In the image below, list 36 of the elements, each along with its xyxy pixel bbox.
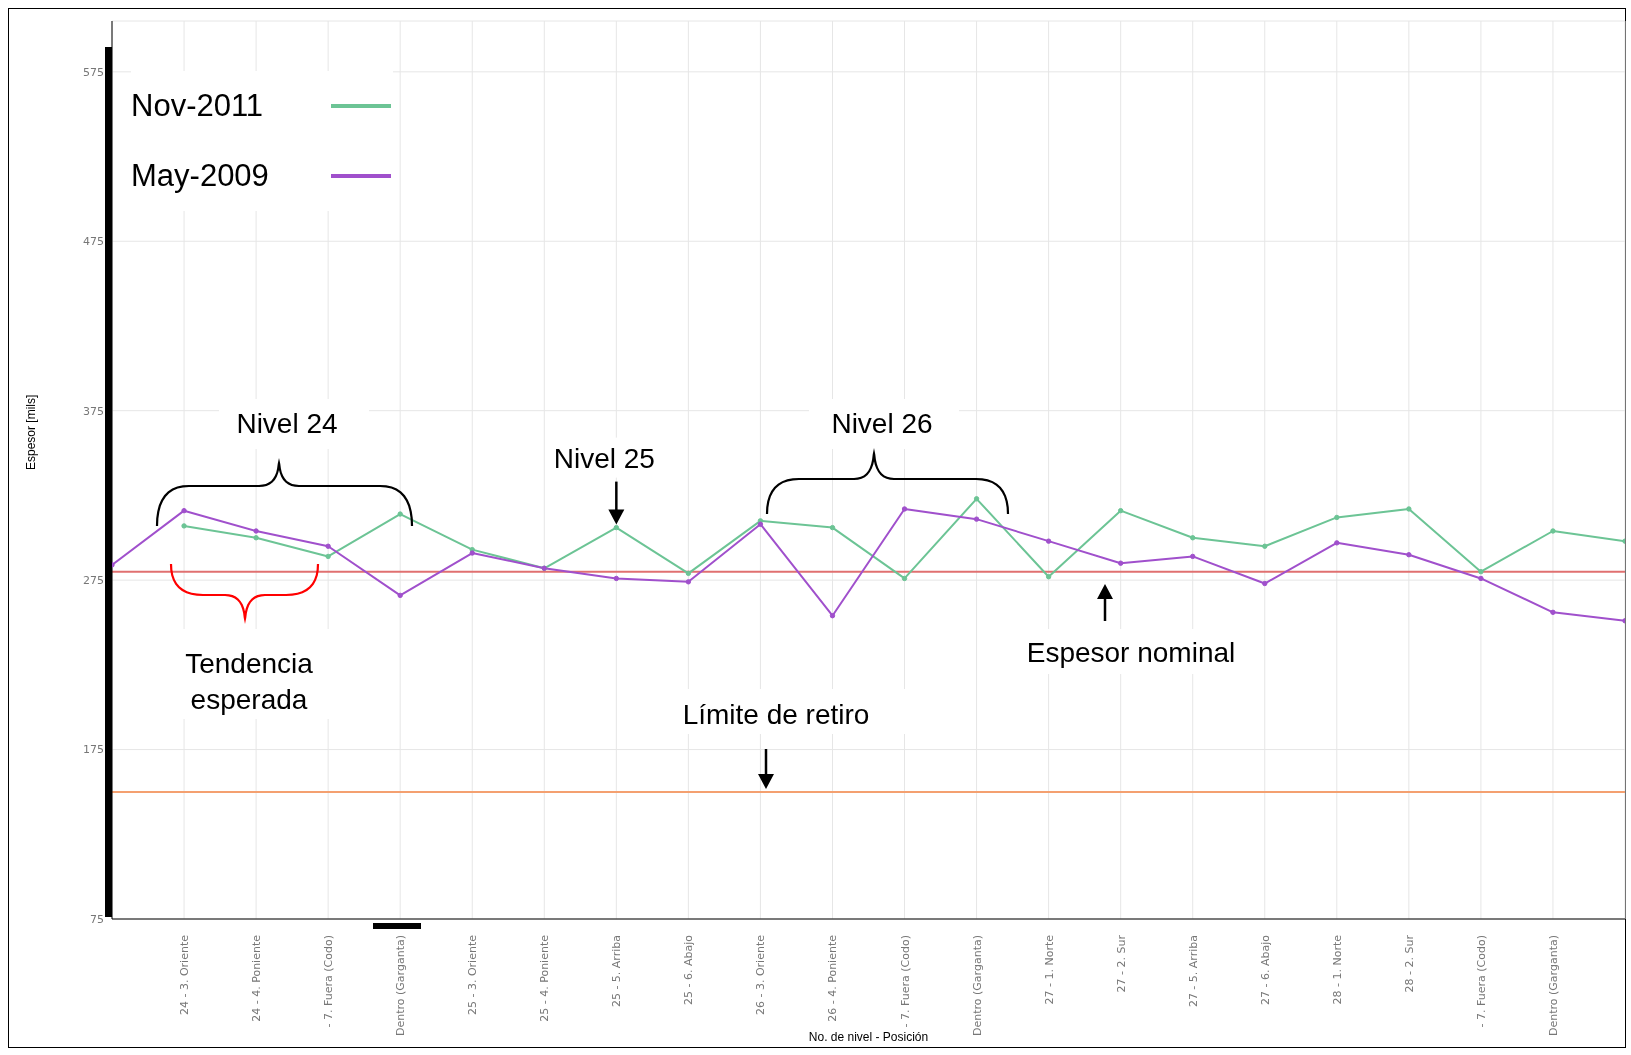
y-tick-label: 75 [90,912,104,926]
x-tick-label: 25 - 4. Poniente [538,934,552,1022]
y-tick-label: 375 [83,404,104,418]
x-tick-label: 27 - 2. Sur [1114,934,1128,993]
x-tick-label: Dentro (Garganta) [1546,935,1560,1036]
y-tick-label: 475 [83,235,104,249]
x-tick-label: 26 - 3. Oriente [754,934,768,1016]
x-tick-label: - 7. Fuera (Codo) [322,935,336,1028]
x-tick-label: 27 - 6. Abajo [1258,934,1272,1005]
annotation: Tendencia esperada [185,648,314,715]
y-tick-label: 175 [83,743,104,757]
legend-label: Nov-2011 [131,88,265,124]
x-tick-label: Dentro (Garganta) [394,935,408,1036]
ref-line-label: Límite de retiro [682,699,870,730]
x-tick-label: 25 - 6. Abajo [682,934,696,1005]
x-axis-title: No. de nivel - Posición [808,1030,929,1044]
annotation: Nivel 26 [831,408,933,439]
x-tick-label: - 7. Fuera (Codo) [1474,935,1488,1028]
x-tick-label: 25 - 5. Arriba [610,935,624,1008]
y-tick-label: 275 [83,574,104,588]
x-tick-label: 28 - 1. Norte [1330,934,1344,1005]
x-tick-label: 27 - 1. Norte [1042,934,1056,1005]
annotation: Nivel 25 [553,442,655,474]
y-axis-title: Espesor [mils] [24,394,39,470]
ref-line-label: Espesor nominal [1026,637,1236,668]
x-tick-label: 28 - 2. Sur [1402,934,1416,993]
x-tick-label: 24 - 3. Oriente [178,934,192,1016]
x-tick-label: 24 - 4. Poniente [250,934,264,1022]
y-tick-label: 575 [83,65,104,79]
x-tick-label: 26 - 4. Poniente [826,934,840,1022]
x-tick-label: - 7. Fuera (Codo) [898,935,912,1028]
x-tick-label: Dentro (Garganta) [970,935,984,1036]
legend-label: May-2009 [131,158,270,194]
annotation: Nivel 24 [236,408,338,439]
x-tick-label: 25 - 3. Oriente [466,934,480,1016]
x-tick-label: 27 - 5. Arriba [1186,935,1200,1008]
